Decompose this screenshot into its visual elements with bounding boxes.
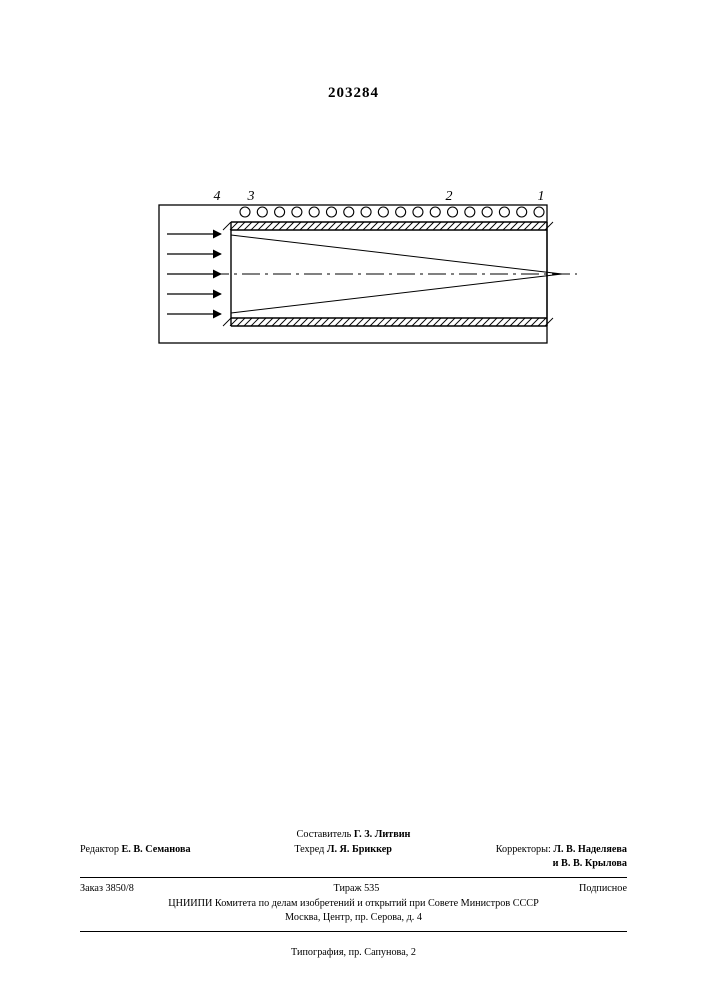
divider-1 [80, 877, 627, 878]
document-number: 203284 [0, 85, 707, 102]
publisher-org: ЦНИИПИ Комитета по делам изобретений и о… [80, 897, 627, 911]
svg-text:4: 4 [214, 189, 221, 204]
editor-name: Е. В. Семанова [122, 844, 191, 855]
compiler-name: Г. З. Литвин [354, 829, 411, 840]
compiler-label: Составитель [297, 829, 352, 840]
svg-text:3: 3 [247, 189, 255, 204]
technical-figure: 4 3 2 1 [117, 178, 589, 370]
podpisnoe: Подписное [579, 882, 627, 896]
techred-name: Л. Я. Бриккер [327, 844, 392, 855]
corrector-names-2: и В. В. Крылова [553, 858, 627, 869]
publisher-address: Москва, Центр, пр. Серова, д. 4 [80, 911, 627, 925]
typography-line: Типография, пр. Сапунова, 2 [80, 946, 627, 960]
svg-text:2: 2 [446, 189, 453, 204]
colophon: Составитель Г. З. Литвин Редактор Е. В. … [80, 828, 627, 960]
divider-2 [80, 931, 627, 932]
corrector-label: Корректоры: [496, 844, 551, 855]
svg-text:1: 1 [538, 189, 545, 204]
editor-label: Редактор [80, 844, 119, 855]
corrector-names-1: Л. В. Наделяева [553, 844, 627, 855]
techred-label: Техред [294, 844, 324, 855]
order-number: Заказ 3850/8 [80, 882, 134, 896]
tirazh: Тираж 535 [333, 882, 379, 896]
